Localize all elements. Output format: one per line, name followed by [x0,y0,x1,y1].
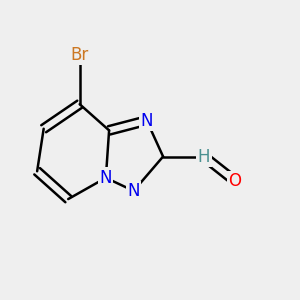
Text: Br: Br [70,46,89,64]
Text: N: N [128,182,140,200]
Text: H: H [198,148,210,166]
Text: O: O [229,172,242,190]
Text: N: N [100,169,112,187]
Text: N: N [140,112,153,130]
